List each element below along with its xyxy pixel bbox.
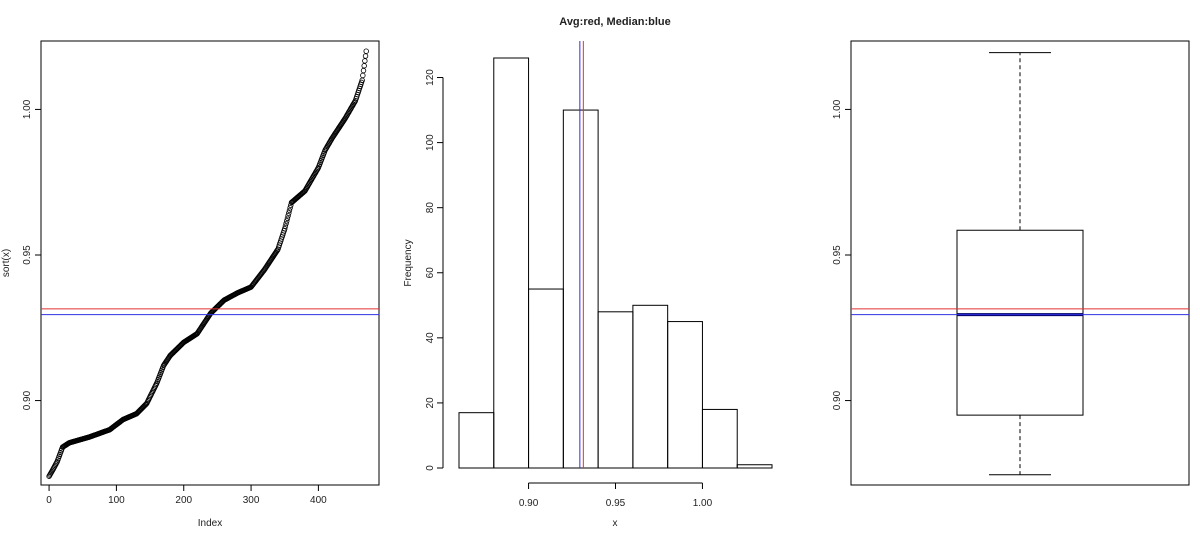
data-point [287, 205, 293, 211]
data-point [283, 220, 289, 227]
data-point [286, 207, 293, 214]
x-axis-title: x [613, 518, 618, 529]
y-tick-label: 40 [425, 332, 436, 344]
y-axis-title: Frequency [403, 239, 414, 286]
histogram-bar [458, 412, 495, 469]
histogram-bar [632, 304, 669, 469]
y-tick-label: 60 [425, 267, 436, 279]
interquartile-box [956, 229, 1084, 416]
data-point [282, 226, 288, 232]
data-point [285, 212, 291, 219]
y-axis: 0.90 0.95 1.00 [22, 99, 41, 410]
plot-frame [40, 40, 380, 486]
y-tick-label: 0.95 [832, 245, 843, 265]
y-tick-label: 1.00 [832, 99, 843, 119]
y-tick-label: 0.90 [22, 390, 33, 410]
data-point [274, 247, 281, 253]
boxplot-plot: 0.90 0.95 1.00 [832, 40, 1190, 486]
box [956, 52, 1084, 476]
data-point [363, 48, 369, 54]
y-tick-label: 1.00 [22, 99, 33, 119]
x-tick-label: 100 [108, 495, 125, 506]
y-tick-label: 0 [425, 465, 436, 471]
y-tick-label: 0.95 [22, 245, 33, 265]
data-point [284, 215, 291, 222]
histogram-bar [597, 311, 634, 469]
x-tick-label: 300 [243, 495, 260, 506]
y-tick-label: 0.90 [832, 390, 843, 410]
reference-lines [851, 308, 1189, 316]
data-point [315, 166, 321, 172]
y-tick-label: 100 [425, 134, 436, 151]
x-tick-label: 200 [175, 495, 192, 506]
data-point [360, 72, 366, 79]
histogram-bars [458, 57, 773, 469]
scatter-points [46, 48, 369, 479]
data-point [352, 99, 358, 105]
main-title: Avg:red, Median:blue [559, 16, 670, 28]
data-point [361, 63, 367, 69]
histogram-plot: x Frequency 0.90 0.95 1.00 0 20 40 60 80 100 120 [403, 41, 773, 529]
x-axis: 0.90 0.95 1.00 [519, 482, 713, 509]
plot-frame [850, 40, 1190, 486]
data-point [362, 53, 369, 59]
y-tick-label: 80 [425, 202, 436, 214]
data-point [286, 210, 292, 216]
x-tick-label: 0.90 [519, 498, 539, 509]
x-axis: 0 100 200 300 400 [46, 484, 327, 506]
data-point [362, 58, 368, 64]
data-point [282, 223, 289, 229]
histogram-bar [701, 408, 738, 469]
reference-lines [41, 308, 379, 316]
histogram-bar [493, 57, 530, 469]
y-tick-label: 120 [425, 69, 436, 86]
histogram-bar [736, 464, 773, 469]
x-tick-label: 1.00 [693, 498, 713, 509]
histogram-bar [562, 109, 599, 469]
histogram-bar [528, 288, 564, 469]
y-tick-label: 20 [425, 397, 436, 409]
histogram-bar [667, 321, 703, 469]
x-tick-label: 400 [310, 495, 327, 506]
sorted-values-plot: Index sort(x) 0 100 200 300 400 0.90 0.95 1.00 [1, 40, 380, 529]
data-point [360, 67, 367, 74]
data-point [284, 218, 290, 224]
x-axis-title: Index [198, 518, 222, 529]
x-tick-label: 0.95 [606, 498, 626, 509]
x-tick-label: 0 [46, 495, 52, 506]
y-axis: 0.90 0.95 1.00 [832, 99, 851, 410]
reference-lines [579, 41, 584, 468]
y-axis-title: sort(x) [1, 249, 12, 277]
y-axis: 0 20 40 60 80 100 120 [425, 69, 444, 471]
